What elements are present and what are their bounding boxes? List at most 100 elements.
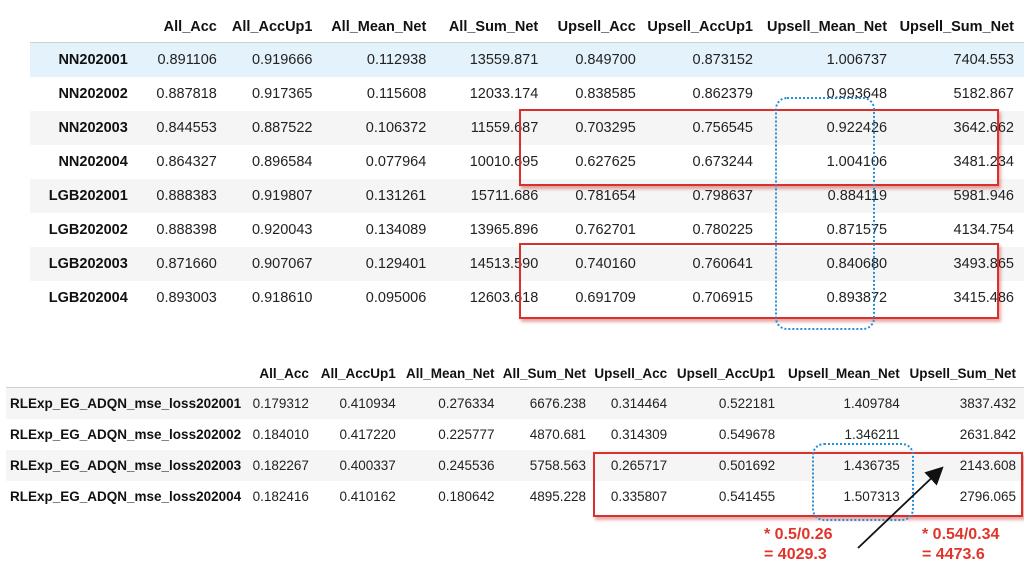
table-cell: 0.180642 [403, 481, 503, 512]
column-header: All_Acc [249, 360, 317, 388]
table-cell: 3493.865 [897, 247, 1024, 281]
table-cell: 1.006737 [763, 42, 898, 77]
table-cell: 0.522181 [675, 387, 784, 419]
table-cell: 0.919807 [226, 179, 323, 213]
row-index-label: RLExp_EG_ADQN_mse_loss202004 [6, 481, 250, 512]
table-cell: 0.871575 [763, 213, 898, 247]
table-cell: 0.129401 [322, 247, 437, 281]
table-cell: 5981.946 [897, 179, 1024, 213]
table-cell: 0.849700 [548, 42, 646, 77]
table-cell: 13965.896 [436, 213, 549, 247]
column-header: Upsell_AccUp1 [675, 360, 784, 388]
table-cell: 0.864327 [137, 145, 227, 179]
column-header: All_Mean_Net [403, 360, 503, 388]
table-cell: 5758.563 [502, 450, 595, 481]
column-header: Upsell_Acc [548, 12, 646, 43]
table-cell: 0.541455 [675, 481, 784, 512]
table-cell: 0.887818 [137, 77, 227, 111]
table-cell: 0.888398 [137, 213, 227, 247]
column-header: Upsell_AccUp1 [645, 12, 763, 43]
table-cell: 0.417220 [316, 419, 404, 450]
table-cell: 0.706915 [645, 281, 763, 315]
table-cell: 5182.867 [897, 77, 1024, 111]
table-cell: 1.507313 [783, 481, 908, 512]
table-cell: 0.549678 [675, 419, 784, 450]
table-cell: 0.918610 [226, 281, 323, 315]
row-index-label: LGB202004 [30, 281, 138, 315]
table-cell: 0.134089 [322, 213, 437, 247]
table-cell: 0.335807 [594, 481, 676, 512]
table-cell: 0.179312 [249, 387, 317, 419]
table-row: LGB202001 0.888383 0.919807 0.131261 15711.6… [30, 179, 1024, 213]
table-cell: 11559.687 [436, 111, 549, 145]
index-header [30, 12, 138, 43]
table-cell: 0.919666 [226, 42, 323, 77]
table-cell: 7404.553 [897, 42, 1024, 77]
table-cell: 0.873152 [645, 42, 763, 77]
table-cell: 1.409784 [783, 387, 908, 419]
table-cell: 2143.608 [907, 450, 1024, 481]
table-cell: 4895.228 [502, 481, 595, 512]
table-cell: 0.838585 [548, 77, 646, 111]
table-row: RLExp_EG_ADQN_mse_loss202001 0.179312 0.41… [6, 387, 1024, 419]
column-header: All_Mean_Net [322, 12, 437, 43]
table-cell: 0.276334 [403, 387, 503, 419]
table-cell: 0.871660 [137, 247, 227, 281]
table-cell: 0.920043 [226, 213, 323, 247]
table-cell: 4870.681 [502, 419, 595, 450]
table-row: LGB202003 0.871660 0.907067 0.129401 14513.5… [30, 247, 1024, 281]
table-cell: 0.115608 [322, 77, 437, 111]
table-cell: 0.896584 [226, 145, 323, 179]
row-index-label: NN202003 [30, 111, 138, 145]
table-cell: 3481.234 [897, 145, 1024, 179]
table-cell: 4134.754 [897, 213, 1024, 247]
table-cell: 3837.432 [907, 387, 1024, 419]
table-cell: 0.182267 [249, 450, 317, 481]
table-cell: 0.888383 [137, 179, 227, 213]
table-row: RLExp_EG_ADQN_mse_loss202004 0.182416 0.41… [6, 481, 1024, 512]
table-cell: 13559.871 [436, 42, 549, 77]
table-cell: 0.891106 [137, 42, 227, 77]
row-index-label: LGB202003 [30, 247, 138, 281]
table-cell: 0.112938 [322, 42, 437, 77]
table-cell: 0.798637 [645, 179, 763, 213]
table-cell: 0.760641 [645, 247, 763, 281]
table-cell: 0.840680 [763, 247, 898, 281]
calculation-note-left: * 0.5/0.26 = 4029.3 [764, 526, 833, 563]
row-index-label: NN202001 [30, 42, 138, 77]
table-cell: 0.762701 [548, 213, 646, 247]
table-cell: 0.106372 [322, 111, 437, 145]
table-cell: 2631.842 [907, 419, 1024, 450]
rl-results-table: All_Acc All_AccUp1 All_Mean_Net All_Sum_Net… [6, 360, 1024, 512]
table-cell: 0.740160 [548, 247, 646, 281]
table-cell: 0.131261 [322, 179, 437, 213]
calculation-note-right: * 0.54/0.34 = 4473.6 [922, 526, 1000, 563]
table-cell: 0.225777 [403, 419, 503, 450]
table-cell: 0.673244 [645, 145, 763, 179]
table-cell: 0.245536 [403, 450, 503, 481]
column-header: Upsell_Sum_Net [907, 360, 1024, 388]
table-row: LGB202002 0.888398 0.920043 0.134089 13965.8… [30, 213, 1024, 247]
column-header: Upsell_Mean_Net [783, 360, 908, 388]
column-header: Upsell_Mean_Net [763, 12, 898, 43]
table-cell: 0.844553 [137, 111, 227, 145]
row-index-label: NN202004 [30, 145, 138, 179]
table-cell: 0.410162 [316, 481, 404, 512]
table-cell: 0.893872 [763, 281, 898, 315]
table-cell: 0.501692 [675, 450, 784, 481]
table-cell: 0.077964 [322, 145, 437, 179]
table-cell: 0.184010 [249, 419, 317, 450]
table-cell: 0.781654 [548, 179, 646, 213]
table-cell: 1.346211 [783, 419, 908, 450]
column-header: All_Acc [137, 12, 227, 43]
table-cell: 1.436735 [783, 450, 908, 481]
column-header: All_Sum_Net [436, 12, 549, 43]
table-cell: 0.893003 [137, 281, 227, 315]
row-index-label: LGB202002 [30, 213, 138, 247]
table-row: RLExp_EG_ADQN_mse_loss202002 0.184010 0.41… [6, 419, 1024, 450]
table-row: NN202003 0.844553 0.887522 0.106372 11559.68… [30, 111, 1024, 145]
table-cell: 0.887522 [226, 111, 323, 145]
table-row: NN202002 0.887818 0.917365 0.115608 12033.17… [30, 77, 1024, 111]
table-cell: 0.917365 [226, 77, 323, 111]
table-cell: 14513.590 [436, 247, 549, 281]
